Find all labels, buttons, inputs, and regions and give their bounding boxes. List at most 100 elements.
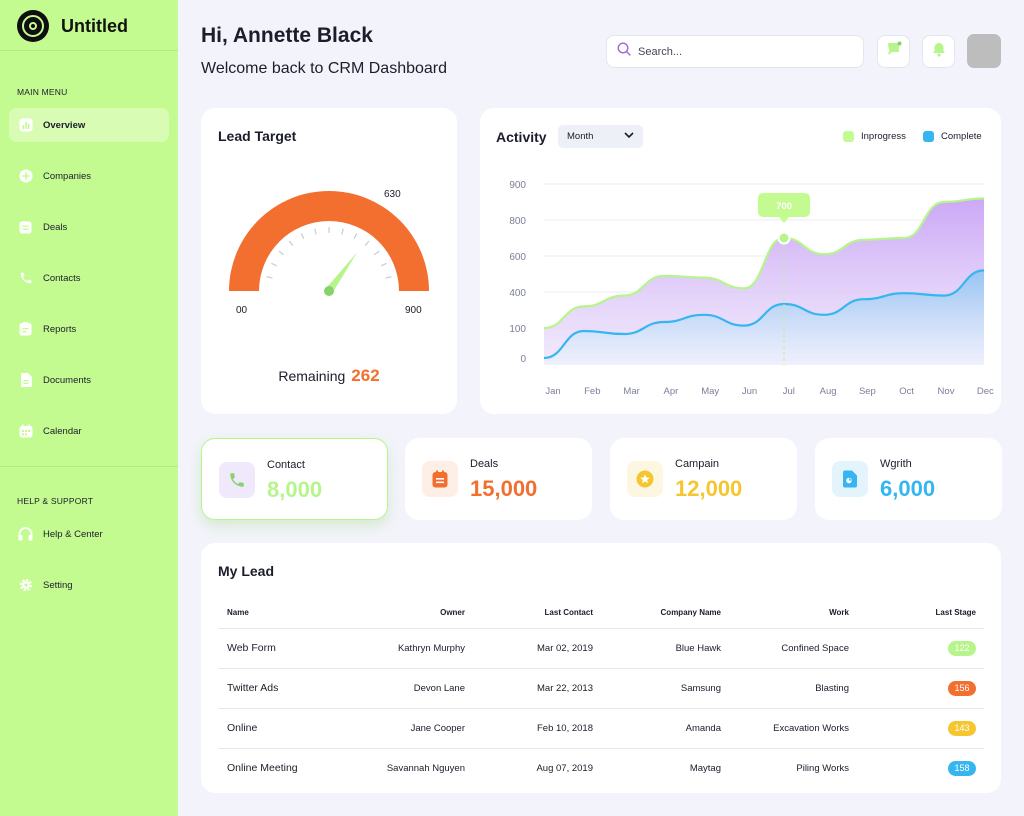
col-name[interactable]: Name: [218, 598, 358, 629]
stat-label: Wgrith: [880, 458, 912, 470]
series-line-complete: [543, 269, 985, 360]
search-icon: [617, 42, 631, 61]
col-work[interactable]: Work: [729, 598, 857, 629]
notifications-button[interactable]: [922, 35, 955, 68]
gauge-tick: [300, 233, 305, 240]
sidebar-item-deals[interactable]: Deals: [9, 210, 169, 244]
document-icon: [832, 461, 868, 497]
x-tick-label: Apr: [664, 386, 679, 397]
gauge-tick: [266, 276, 273, 279]
sidebar-item-help-center[interactable]: Help & Center: [9, 517, 169, 551]
gauge-tick: [353, 233, 358, 240]
legend-inprogress: Inprogress: [843, 131, 906, 142]
sidebar-item-documents[interactable]: Documents: [9, 363, 169, 397]
stat-card-wgrith[interactable]: Wgrith 6,000: [815, 438, 1002, 520]
search-box[interactable]: [606, 35, 864, 68]
stat-value: 8,000: [267, 477, 323, 502]
x-tick-label: Nov: [938, 386, 955, 397]
divider: [0, 466, 178, 467]
sidebar-item-label: Companies: [43, 170, 92, 182]
cell-last-contact: Mar 02, 2019: [473, 628, 601, 669]
cell-name: Online: [218, 708, 358, 749]
legend-complete: Complete: [923, 131, 982, 142]
stat-value: 15,000: [470, 476, 538, 501]
sidebar-item-reports[interactable]: Reports: [9, 312, 169, 346]
main-menu-label: MAIN MENU: [17, 87, 68, 97]
gauge-tick: [380, 262, 387, 267]
sidebar-item-companies[interactable]: Companies: [9, 159, 169, 193]
col-last-contact[interactable]: Last Contact: [473, 598, 601, 629]
my-lead-card: My Lead Name Owner Last Contact Company …: [201, 543, 1001, 793]
sidebar-item-label: Reports: [43, 323, 77, 335]
x-tick-label: Jul: [783, 386, 795, 397]
report-icon: [18, 322, 33, 337]
table-row[interactable]: Web Form Kathryn Murphy Mar 02, 2019 Blu…: [218, 628, 984, 669]
legend-swatch: [923, 131, 934, 142]
period-select[interactable]: Month: [558, 125, 643, 148]
my-lead-title: My Lead: [218, 563, 275, 579]
stat-card-campain[interactable]: Campain 12,000: [610, 438, 797, 520]
x-tick-label: Aug: [820, 386, 837, 397]
cell-company: Maytag: [689, 762, 721, 774]
stat-card-contact[interactable]: Contact 8,000: [201, 438, 388, 520]
messages-button[interactable]: [877, 35, 910, 68]
table-row[interactable]: Online Meeting Savannah Nguyen Aug 07, 2…: [218, 748, 984, 788]
col-last-stage[interactable]: Last Stage: [857, 598, 984, 629]
remaining-label: Remaining: [278, 368, 346, 384]
cell-name: Web Form: [218, 628, 358, 669]
period-value: Month: [567, 131, 594, 142]
gauge-min-label: 00: [236, 305, 248, 316]
headphones-icon: [18, 527, 33, 542]
cell-name: Online Meeting: [227, 762, 298, 775]
brand[interactable]: Untitled: [17, 10, 128, 42]
stat-card-deals[interactable]: Deals 15,000: [405, 438, 592, 520]
stage-badge: 156: [948, 680, 976, 696]
sidebar-item-contacts[interactable]: Contacts: [9, 261, 169, 295]
table-row[interactable]: Twitter Ads Devon Lane Mar 22, 2013 Sams…: [218, 668, 984, 709]
sidebar-item-calendar[interactable]: Calendar: [9, 414, 169, 448]
gear-icon: [18, 578, 33, 593]
x-tick-label: Dec: [977, 386, 994, 397]
sidebar-item-label: Contacts: [43, 272, 81, 284]
stage-badge: 122: [948, 640, 976, 656]
gauge-tick: [373, 250, 380, 256]
cell-last-contact: Mar 22, 2013: [473, 668, 601, 709]
cell-owner: Jane Cooper: [358, 708, 473, 749]
search-input[interactable]: [638, 45, 838, 58]
sidebar-item-label: Help & Center: [43, 528, 103, 540]
chart-icon: [18, 118, 33, 133]
stat-value: 12,000: [675, 476, 743, 501]
highlight-point: [777, 231, 791, 245]
cell-owner: Savannah Nguyen: [386, 762, 465, 774]
cell-company: Samsung: [601, 668, 729, 709]
page-subtitle: Welcome back to CRM Dashboard: [201, 60, 448, 77]
remaining-text: Remaining 262: [201, 366, 457, 386]
sidebar-item-overview[interactable]: Overview: [9, 108, 169, 142]
col-company-name[interactable]: Company Name: [601, 598, 729, 629]
divider: [0, 50, 178, 51]
plus-circle-icon: [18, 169, 33, 184]
app-name: Untitled: [61, 15, 128, 36]
sidebar-item-setting[interactable]: Setting: [9, 568, 169, 602]
chat-icon: [886, 41, 902, 62]
avatar[interactable]: [967, 34, 1001, 68]
cell-work: Blasting: [729, 668, 857, 709]
gauge-max-label: 900: [405, 305, 422, 316]
phone-icon: [18, 271, 33, 286]
tooltip-bubble: [758, 193, 810, 223]
lead-target-title: Lead Target: [218, 128, 297, 144]
lead-table: Name Owner Last Contact Company Name Wor…: [218, 598, 984, 788]
cell-name: Twitter Ads: [218, 668, 358, 709]
table-row[interactable]: Online Jane Cooper Feb 10, 2018 Amanda E…: [218, 708, 984, 749]
col-owner[interactable]: Owner: [358, 598, 473, 629]
x-tick-label: Oct: [899, 386, 914, 397]
x-tick-label: Jan: [545, 386, 560, 397]
tooltip-value: 700: [776, 201, 792, 212]
cell-last-contact: Aug 07, 2019: [536, 762, 593, 774]
lead-target-card: Lead Target 630 00 900 Remaining 262: [201, 108, 457, 414]
activity-chart: 900 800 600 400 100 0 Jan Feb Mar Apr May Jun Jul Aug…: [509, 180, 994, 397]
phone-icon: [219, 462, 255, 498]
help-support-label: HELP & SUPPORT: [17, 496, 94, 506]
sidebar-item-label: Calendar: [43, 425, 82, 437]
gauge-tick: [341, 228, 344, 235]
